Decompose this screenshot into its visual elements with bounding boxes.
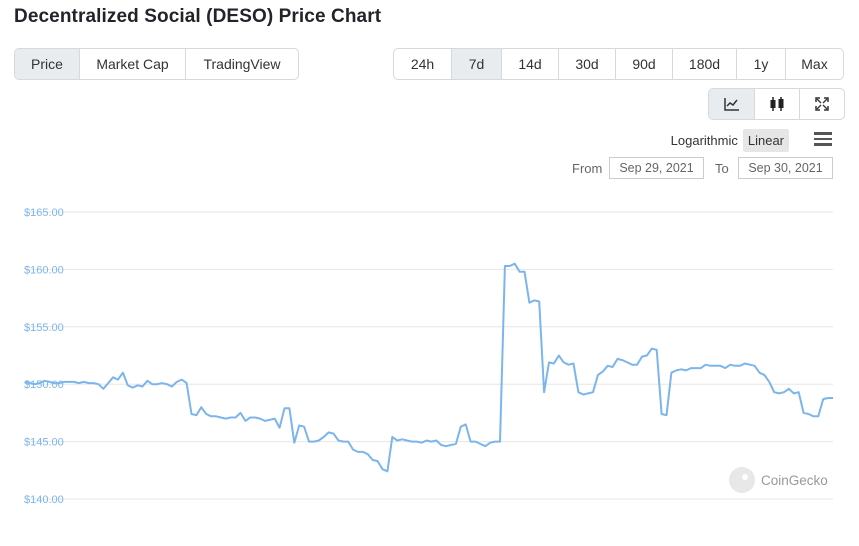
y-tick-label: $160.00 [24, 264, 64, 276]
from-date-input[interactable]: Sep 29, 2021 [609, 157, 704, 179]
scale-selector: Logarithmic Linear [666, 129, 789, 152]
price-line [24, 262, 833, 473]
view-tabs: Price Market Cap TradingView [14, 48, 299, 80]
range-max-button[interactable]: Max [785, 49, 843, 79]
from-label: From [572, 161, 603, 176]
range-180d-button[interactable]: 180d [672, 49, 736, 79]
line-chart-button[interactable] [709, 89, 754, 119]
range-1y-button[interactable]: 1y [736, 49, 785, 79]
y-tick-label: $165.00 [24, 207, 64, 219]
price-series [24, 262, 833, 473]
coingecko-watermark: CoinGecko [729, 467, 828, 493]
range-14d-button[interactable]: 14d [501, 49, 558, 79]
y-tick-label: $145.00 [24, 437, 64, 449]
range-24h-button[interactable]: 24h [410, 56, 435, 72]
logarithmic-option[interactable]: Logarithmic [670, 133, 738, 148]
tab-market-cap[interactable]: Market Cap [79, 49, 185, 79]
price-chart: $165.00$160.00$155.00$150.00$145.00$140.… [24, 207, 833, 506]
to-date-input[interactable]: Sep 30, 2021 [738, 157, 833, 179]
tab-price[interactable]: Price [15, 49, 79, 79]
tab-tradingview[interactable]: TradingView [185, 49, 298, 79]
y-axis-ticks: $165.00$160.00$155.00$150.00$145.00$140.… [24, 207, 64, 506]
range-90d-button[interactable]: 90d [615, 49, 672, 79]
watermark-text: CoinGecko [761, 472, 828, 488]
expand-icon [815, 97, 829, 111]
y-tick-label: $140.00 [24, 494, 64, 506]
coingecko-logo-icon [729, 467, 755, 493]
time-range-tabs: 24h 7d 14d 30d 90d 180d 1y Max [393, 48, 844, 80]
chart-menu-icon[interactable] [814, 132, 832, 146]
page-title: Decentralized Social (DESO) Price Chart [14, 6, 382, 27]
line-chart-icon [723, 98, 739, 111]
y-tick-label: $155.00 [24, 322, 64, 334]
candlestick-chart-button[interactable] [754, 89, 799, 119]
range-7d-button[interactable]: 7d [451, 49, 501, 79]
to-label: To [715, 161, 729, 176]
chart-type-toggle [708, 88, 845, 120]
linear-option[interactable]: Linear [742, 129, 789, 152]
chart-gridlines [25, 211, 833, 500]
range-30d-button[interactable]: 30d [558, 49, 615, 79]
candlestick-icon [770, 97, 784, 111]
fullscreen-button[interactable] [799, 89, 844, 119]
